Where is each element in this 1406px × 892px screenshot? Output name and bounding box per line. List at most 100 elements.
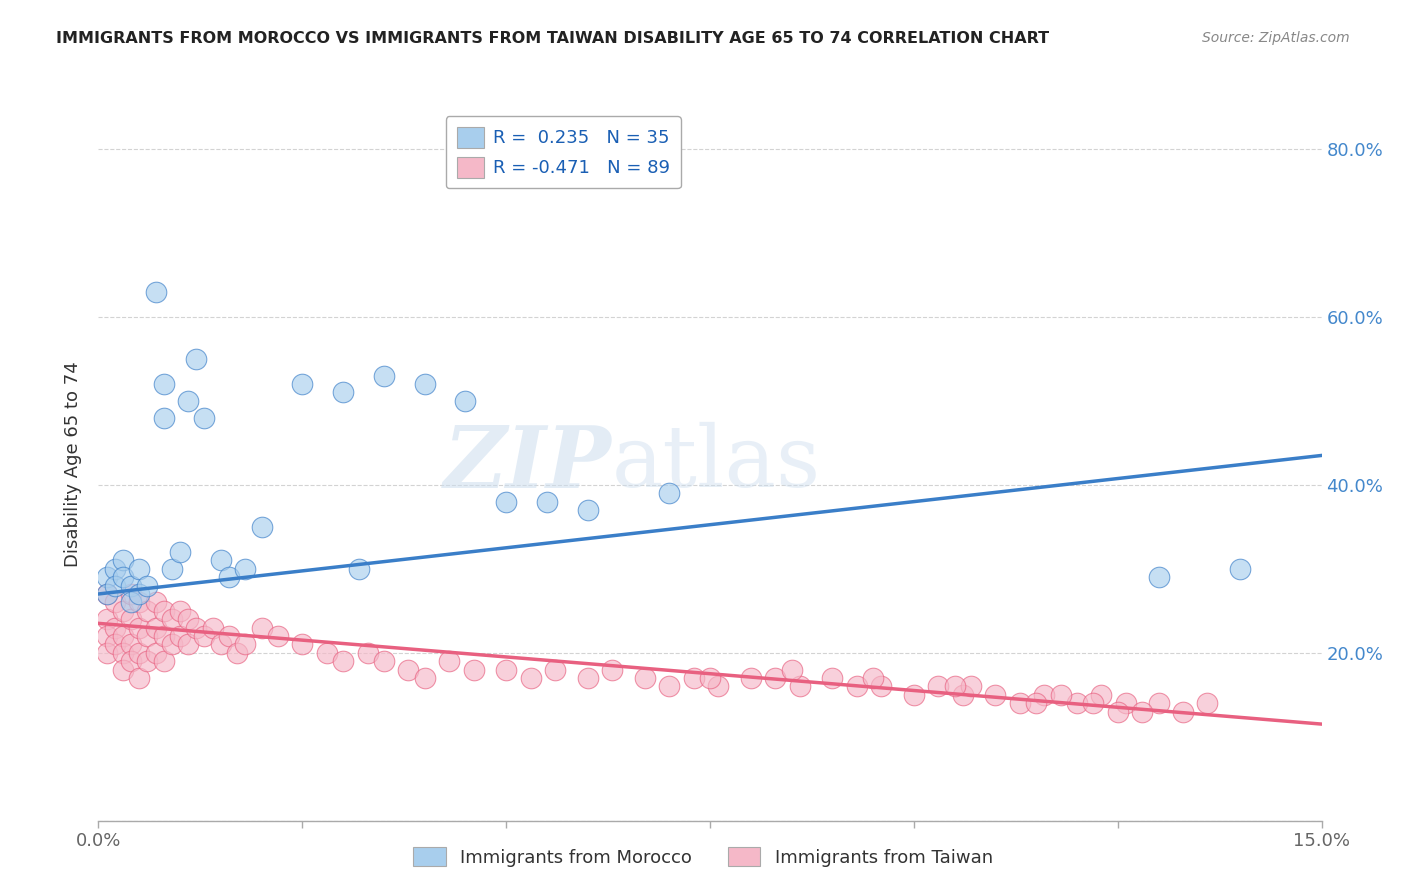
Point — [177, 612, 200, 626]
Point — [120, 654, 142, 668]
Point — [209, 553, 232, 567]
Point — [128, 646, 150, 660]
Point — [104, 595, 127, 609]
Point — [544, 663, 567, 677]
Y-axis label: Disability Age 65 to 74: Disability Age 65 to 74 — [65, 361, 83, 566]
Point — [780, 663, 803, 677]
Point — [111, 646, 134, 660]
Point — [169, 604, 191, 618]
Point — [740, 671, 762, 685]
Text: Source: ZipAtlas.com: Source: ZipAtlas.com — [1202, 31, 1350, 45]
Point — [373, 654, 395, 668]
Point — [454, 393, 477, 408]
Point — [193, 629, 215, 643]
Point — [1197, 696, 1219, 710]
Point — [903, 688, 925, 702]
Point — [145, 621, 167, 635]
Point — [96, 612, 118, 626]
Point — [96, 587, 118, 601]
Point — [160, 612, 183, 626]
Point — [821, 671, 844, 685]
Point — [111, 663, 134, 677]
Point — [96, 629, 118, 643]
Point — [1066, 696, 1088, 710]
Point — [576, 503, 599, 517]
Point — [177, 637, 200, 651]
Point — [111, 570, 134, 584]
Point — [136, 604, 159, 618]
Point — [193, 410, 215, 425]
Point — [1229, 562, 1251, 576]
Point — [332, 654, 354, 668]
Point — [136, 578, 159, 592]
Point — [111, 553, 134, 567]
Point — [218, 629, 240, 643]
Point — [209, 637, 232, 651]
Point — [177, 393, 200, 408]
Point — [233, 562, 256, 576]
Point — [634, 671, 657, 685]
Point — [927, 679, 949, 693]
Point — [128, 621, 150, 635]
Point — [413, 377, 436, 392]
Point — [699, 671, 721, 685]
Point — [495, 494, 517, 508]
Text: ZIP: ZIP — [444, 422, 612, 506]
Point — [120, 595, 142, 609]
Point — [495, 663, 517, 677]
Point — [658, 679, 681, 693]
Point — [1025, 696, 1047, 710]
Point — [218, 570, 240, 584]
Point — [536, 494, 558, 508]
Point — [291, 637, 314, 651]
Point — [1107, 705, 1129, 719]
Point — [186, 351, 208, 366]
Point — [128, 562, 150, 576]
Point — [152, 410, 174, 425]
Point — [291, 377, 314, 392]
Point — [682, 671, 704, 685]
Point — [136, 629, 159, 643]
Point — [1008, 696, 1031, 710]
Point — [658, 486, 681, 500]
Point — [870, 679, 893, 693]
Point — [152, 629, 174, 643]
Point — [576, 671, 599, 685]
Point — [169, 545, 191, 559]
Point — [128, 595, 150, 609]
Point — [152, 604, 174, 618]
Point — [315, 646, 337, 660]
Point — [160, 637, 183, 651]
Point — [763, 671, 786, 685]
Point — [120, 578, 142, 592]
Point — [96, 646, 118, 660]
Point — [984, 688, 1007, 702]
Point — [128, 587, 150, 601]
Point — [1115, 696, 1137, 710]
Point — [96, 570, 118, 584]
Point — [152, 654, 174, 668]
Point — [437, 654, 460, 668]
Point — [136, 654, 159, 668]
Point — [463, 663, 485, 677]
Point — [413, 671, 436, 685]
Text: atlas: atlas — [612, 422, 821, 506]
Point — [226, 646, 249, 660]
Point — [250, 621, 273, 635]
Point — [104, 578, 127, 592]
Point — [845, 679, 868, 693]
Point — [332, 385, 354, 400]
Point — [96, 587, 118, 601]
Point — [120, 637, 142, 651]
Point — [396, 663, 419, 677]
Legend: R =  0.235   N = 35, R = -0.471   N = 89: R = 0.235 N = 35, R = -0.471 N = 89 — [446, 116, 681, 188]
Point — [145, 595, 167, 609]
Point — [120, 612, 142, 626]
Point — [960, 679, 983, 693]
Point — [104, 621, 127, 635]
Legend: Immigrants from Morocco, Immigrants from Taiwan: Immigrants from Morocco, Immigrants from… — [406, 840, 1000, 874]
Point — [1049, 688, 1071, 702]
Point — [1147, 696, 1170, 710]
Point — [128, 671, 150, 685]
Point — [186, 621, 208, 635]
